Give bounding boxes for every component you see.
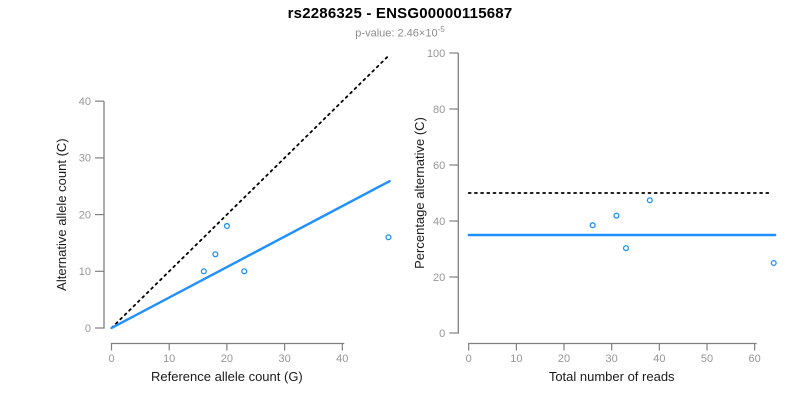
data-point <box>613 212 620 219</box>
data-point <box>223 222 230 229</box>
data-point <box>241 268 248 275</box>
page-title: rs2286325 - ENSG00000115687 <box>287 5 513 22</box>
x-tick-label: 0 <box>466 353 472 365</box>
fitted-ratio-line <box>110 179 391 330</box>
y-tick-label: 60 <box>433 160 445 172</box>
y-tick-label: 0 <box>85 323 91 335</box>
x-tick-label: 20 <box>221 353 233 365</box>
y-tick-label: 20 <box>79 209 91 221</box>
y-tick-label: 80 <box>433 104 445 116</box>
x-tick-label: 20 <box>558 353 570 365</box>
x-tick-label: 30 <box>606 353 618 365</box>
x-axis-title: Total number of reads <box>549 369 675 384</box>
data-point <box>385 234 392 241</box>
x-tick-label: 50 <box>701 353 713 365</box>
pvalue-text: p-value: 2.46×10 <box>355 27 438 40</box>
data-point <box>770 259 777 267</box>
x-tick-label: 0 <box>108 353 114 365</box>
y-tick-label: 0 <box>439 328 445 340</box>
x-tick-label: 60 <box>749 353 761 365</box>
x-axis-title: Reference allele count (G) <box>151 369 303 384</box>
data-point <box>622 245 630 252</box>
x-tick-label: 10 <box>510 353 522 365</box>
x-tick-label: 40 <box>336 353 348 365</box>
data-point <box>646 197 653 204</box>
y-tick-label: 20 <box>433 272 445 284</box>
y-tick-label: 40 <box>433 216 445 228</box>
pvalue-exponent: -5 <box>437 25 445 34</box>
y-tick-label: 10 <box>79 266 91 278</box>
data-point <box>200 268 207 275</box>
x-tick-label: 30 <box>278 353 290 365</box>
x-tick-label: 10 <box>163 353 175 365</box>
y-axis-title: Percentage alternative (C) <box>412 117 427 269</box>
y-axis-title: Alternative allele count (C) <box>54 138 69 290</box>
identity-line <box>110 53 391 329</box>
y-tick-label: 40 <box>79 96 91 108</box>
y-tick-label: 30 <box>79 153 91 165</box>
pvalue-subtitle: p-value: 2.46×10-5 <box>0 25 800 40</box>
data-point <box>589 222 596 229</box>
y-tick-label: 100 <box>427 48 445 60</box>
x-tick-label: 40 <box>653 353 665 365</box>
data-point <box>212 251 219 258</box>
